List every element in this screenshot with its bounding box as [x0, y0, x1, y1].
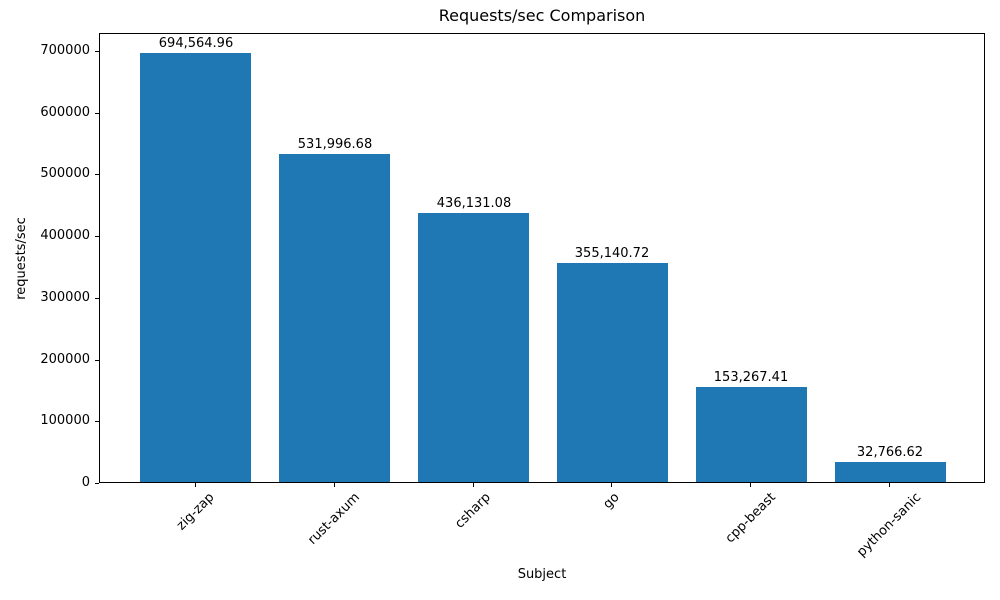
x-tick-mark — [889, 483, 890, 487]
y-tick-label: 300000 — [40, 290, 90, 305]
x-axis-label: Subject — [517, 567, 567, 582]
y-tick-mark — [95, 51, 99, 52]
bar-rust-axum — [279, 154, 390, 482]
y-tick-mark — [95, 360, 99, 361]
y-tick-mark — [95, 113, 99, 114]
y-tick-label: 100000 — [40, 413, 90, 428]
x-tick-label-python-sanic: python-sanic — [854, 490, 925, 560]
bar-csharp — [418, 213, 529, 482]
bar-value-label: 153,267.41 — [713, 370, 789, 385]
y-tick-mark — [95, 174, 99, 175]
bar-zig-zap — [140, 53, 251, 482]
y-tick-mark — [95, 236, 99, 237]
y-tick-label: 600000 — [40, 105, 90, 120]
bar-python-sanic — [835, 462, 946, 482]
y-tick-mark — [95, 421, 99, 422]
chart-title: Requests/sec Comparison — [438, 6, 646, 25]
y-tick-mark — [95, 483, 99, 484]
bar-cpp-beast — [696, 387, 807, 482]
x-tick-mark — [473, 483, 474, 487]
x-tick-label-go: go — [600, 490, 623, 513]
x-tick-label-cpp-beast: cpp-beast — [722, 490, 779, 547]
x-tick-mark — [611, 483, 612, 487]
bar-value-label: 32,766.62 — [856, 445, 924, 460]
bar-value-label: 694,564.96 — [158, 36, 234, 51]
bar-value-label: 531,996.68 — [297, 137, 373, 152]
x-tick-mark — [195, 483, 196, 487]
bar-go — [557, 263, 668, 482]
y-tick-label: 200000 — [40, 352, 90, 367]
x-tick-label-csharp: csharp — [452, 490, 495, 532]
y-tick-label: 400000 — [40, 228, 90, 243]
y-tick-label: 700000 — [40, 43, 90, 58]
y-tick-label: 500000 — [40, 166, 90, 181]
y-tick-mark — [95, 298, 99, 299]
y-tick-label: 0 — [81, 475, 90, 490]
bar-value-label: 436,131.08 — [436, 196, 512, 211]
plot-area: 694,564.96 531,996.68 436,131.08 355,140.72… — [99, 33, 985, 483]
x-tick-mark — [334, 483, 335, 487]
x-tick-label-zig-zap: zig-zap — [173, 490, 218, 534]
x-tick-label-rust-axum: rust-axum — [305, 490, 364, 548]
x-tick-mark — [750, 483, 751, 487]
bar-value-label: 355,140.72 — [574, 246, 650, 261]
